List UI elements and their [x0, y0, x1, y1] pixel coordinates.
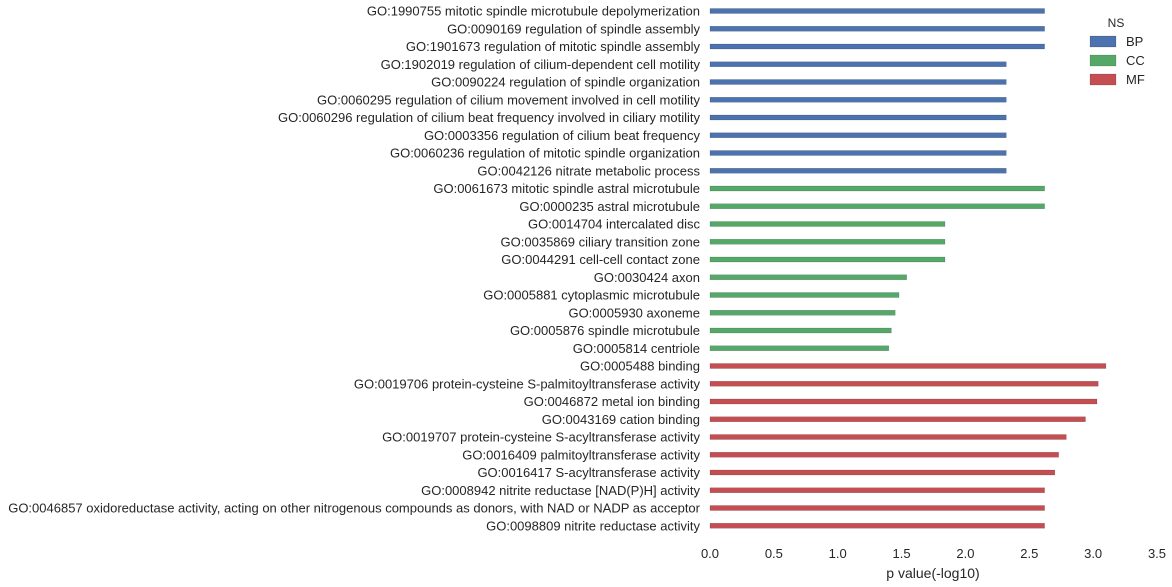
category-label: GO:1990755 mitotic spindle microtubule d…: [367, 4, 700, 19]
bar-mf: [709, 381, 1099, 387]
category-label: GO:1901673 regulation of mitotic spindle…: [406, 39, 701, 54]
category-labels: GO:1990755 mitotic spindle microtubule d…: [8, 4, 700, 534]
bar-mf: [709, 416, 1086, 422]
legend-swatch: [1089, 73, 1117, 86]
category-label: GO:0060296 regulation of cilium beat fre…: [278, 110, 700, 125]
category-label: GO:0098809 nitrite reductase activity: [486, 518, 700, 533]
bar-cc: [709, 203, 1045, 209]
category-label: GO:0090169 regulation of spindle assembl…: [447, 21, 700, 36]
x-tick-label: 1.0: [829, 546, 847, 561]
x-tick-label: 2.5: [1020, 546, 1038, 561]
bar-bp: [709, 79, 1007, 85]
bar-cc: [709, 221, 946, 227]
category-label: GO:0060236 regulation of mitotic spindle…: [390, 146, 700, 161]
category-label: GO:0035869 ciliary transition zone: [501, 234, 700, 249]
bar-bp: [709, 26, 1045, 32]
category-label: GO:0008942 nitrite reductase [NAD(P)H] a…: [421, 483, 700, 498]
category-label: GO:0005881 cytoplasmic microtubule: [483, 288, 700, 303]
x-axis-ticks: 0.0 0.5 1.0 1.5 2.0 2.5 3.0 3.5: [701, 546, 1166, 561]
category-label: GO:0019706 protein-cysteine S-palmitoylt…: [354, 376, 701, 391]
category-label: GO:0005814 centriole: [573, 341, 700, 356]
bar-cc: [709, 292, 900, 298]
x-tick-label: 3.5: [1148, 546, 1166, 561]
bar-cc: [709, 239, 946, 245]
legend-label: MF: [1126, 72, 1145, 87]
bar-bp: [709, 132, 1007, 138]
bar-cc: [709, 256, 946, 263]
bar-cc: [709, 185, 1045, 192]
category-label: GO:0003356 regulation of cilium beat fre…: [424, 128, 701, 143]
category-label: GO:0030424 axon: [594, 270, 700, 285]
bar-bp: [709, 150, 1007, 156]
category-label: GO:0016409 palmitoyltransferase activity: [462, 447, 700, 462]
category-label: GO:0090224 regulation of spindle organiz…: [431, 75, 700, 90]
category-label: GO:0000235 astral microtubule: [519, 199, 700, 214]
bar-mf: [709, 452, 1059, 458]
category-label: GO:0005488 binding: [580, 359, 700, 374]
category-label: GO:0019707 protein-cysteine S-acyltransf…: [382, 430, 700, 445]
x-tick-label: 2.0: [956, 546, 974, 561]
category-label: GO:1902019 regulation of cilium-dependen…: [381, 57, 701, 72]
category-label: GO:0005876 spindle microtubule: [510, 323, 700, 338]
bar-mf: [709, 434, 1067, 440]
category-label: GO:0061673 mitotic spindle astral microt…: [433, 181, 700, 196]
x-tick-label: 3.0: [1084, 546, 1102, 561]
bar-bp: [709, 61, 1007, 67]
bar-cc: [709, 310, 896, 316]
bar-bp: [709, 97, 1007, 103]
legend-title: NS: [1108, 16, 1125, 30]
bar-cc: [709, 327, 892, 334]
category-label: GO:0014704 intercalated disc: [528, 217, 700, 232]
category-label: GO:0005930 axoneme: [568, 305, 700, 320]
category-label: GO:0060295 regulation of cilium movement…: [317, 92, 700, 107]
category-label: GO:0043169 cation binding: [542, 412, 700, 427]
bar-mf: [709, 398, 1098, 405]
category-label: GO:0046857 oxidoreductase activity, acti…: [8, 501, 700, 516]
category-label: GO:0044291 cell-cell contact zone: [501, 252, 700, 267]
bar-bp: [709, 114, 1007, 121]
x-axis-label: p value(-log10): [886, 565, 979, 581]
category-label: GO:0042126 nitrate metabolic process: [477, 163, 700, 178]
legend: NS BP CC MF: [1089, 16, 1145, 87]
bar-cc: [709, 274, 907, 280]
legend-label: CC: [1126, 53, 1145, 68]
bar-mf: [709, 363, 1107, 369]
bar-cc: [709, 345, 890, 351]
x-tick-label: 0.0: [701, 546, 719, 561]
bar-bp: [709, 8, 1045, 14]
bars-layer: [709, 8, 1107, 529]
bar-mf: [709, 523, 1045, 529]
legend-swatch: [1089, 35, 1117, 48]
bar-bp: [709, 43, 1045, 50]
category-label: GO:0046872 metal ion binding: [524, 394, 700, 409]
bar-mf: [709, 487, 1045, 493]
bar-mf: [709, 469, 1056, 476]
bar-mf: [709, 505, 1045, 511]
legend-label: BP: [1126, 34, 1143, 49]
legend-swatch: [1089, 54, 1117, 67]
category-label: GO:0016417 S-acyltransferase activity: [477, 465, 700, 480]
x-tick-label: 0.5: [765, 546, 783, 561]
x-tick-label: 1.5: [893, 546, 911, 561]
bar-bp: [709, 168, 1007, 174]
